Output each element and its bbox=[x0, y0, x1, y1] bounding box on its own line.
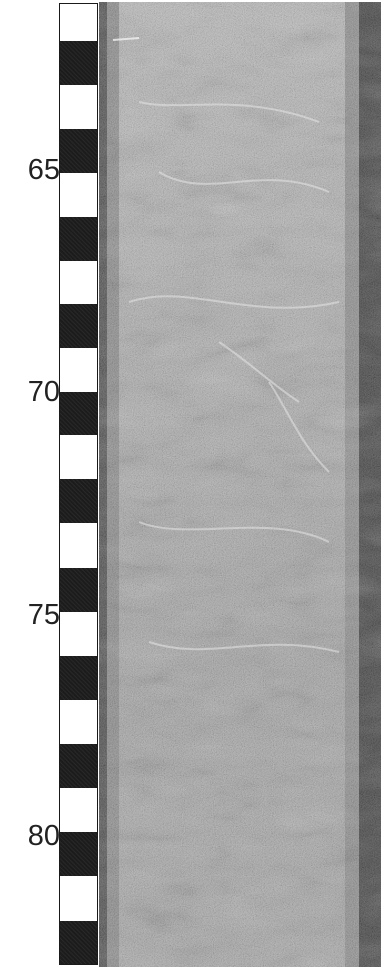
scale-segment-black bbox=[60, 392, 97, 435]
depth-label-80: 80 bbox=[27, 820, 60, 852]
scale-segment-white bbox=[60, 348, 97, 392]
core-image-icon bbox=[99, 2, 381, 967]
depth-label-65: 65 bbox=[27, 154, 60, 186]
scale-segment-white bbox=[60, 435, 97, 479]
depth-label-70: 70 bbox=[27, 376, 60, 408]
sediment-core-photo bbox=[99, 2, 381, 967]
scale-segment-white bbox=[60, 523, 97, 568]
scale-segment-black bbox=[60, 568, 97, 612]
scale-segment-white bbox=[60, 261, 97, 304]
scale-segment-black bbox=[60, 217, 97, 261]
scale-segment-black bbox=[60, 129, 97, 173]
scale-segment-black bbox=[60, 479, 97, 523]
scale-segment-white bbox=[60, 85, 97, 129]
scale-segment-black bbox=[60, 744, 97, 788]
scale-segment-black bbox=[60, 832, 97, 876]
scale-segment-white bbox=[60, 4, 97, 41]
scale-segment-white bbox=[60, 700, 97, 744]
scale-bar bbox=[59, 3, 98, 965]
scale-segment-black bbox=[60, 41, 97, 85]
scale-segment-white bbox=[60, 876, 97, 921]
depth-label-75: 75 bbox=[27, 599, 60, 631]
scale-segment-black bbox=[60, 304, 97, 348]
scale-segment-black bbox=[60, 656, 97, 700]
scale-segment-white bbox=[60, 788, 97, 832]
scale-segment-white bbox=[60, 612, 97, 656]
depth-scale: 65 70 75 80 bbox=[0, 0, 100, 967]
scale-segment-white bbox=[60, 173, 97, 217]
scale-segment-black bbox=[60, 921, 97, 964]
